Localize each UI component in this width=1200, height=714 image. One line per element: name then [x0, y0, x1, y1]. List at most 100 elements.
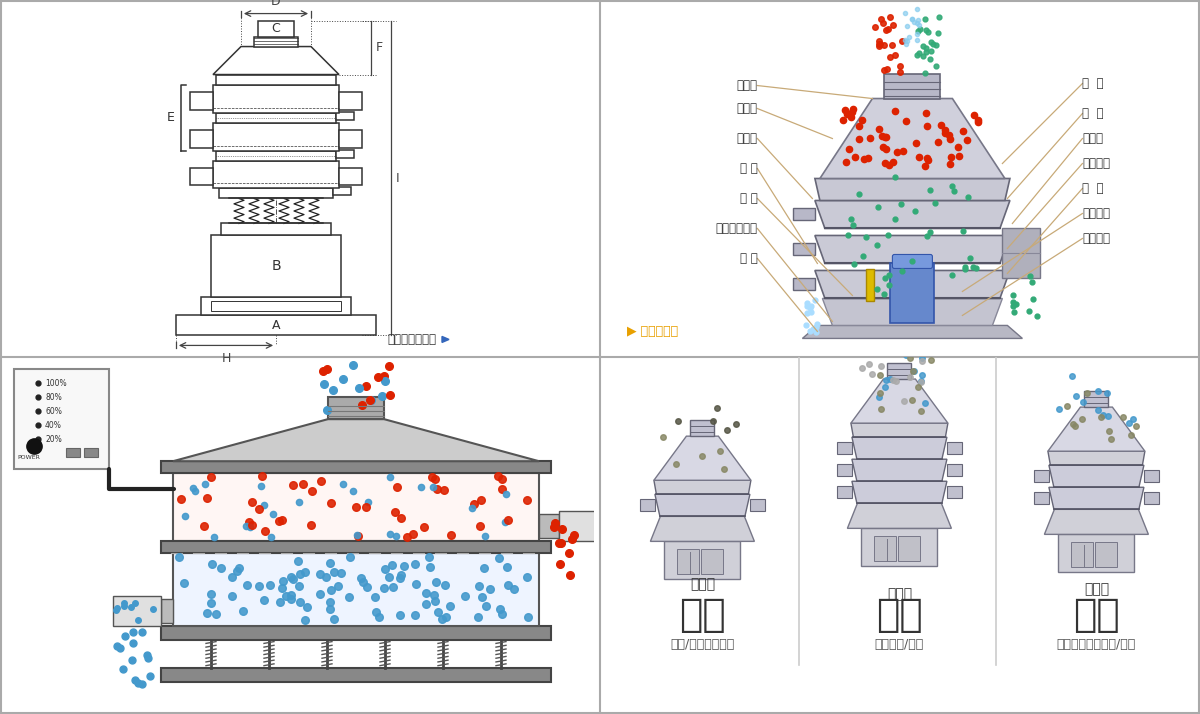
Bar [334, 188, 352, 196]
Bar [665, 541, 740, 580]
Text: 机 座: 机 座 [739, 252, 757, 265]
Bar [884, 74, 941, 99]
Text: 网  架: 网 架 [1082, 107, 1104, 120]
Polygon shape [793, 278, 815, 291]
Bar [1072, 543, 1093, 568]
Bar [539, 514, 559, 538]
Bar [1058, 534, 1134, 573]
Bar [190, 129, 214, 148]
Bar [161, 625, 551, 640]
Text: 去除异物/结块: 去除异物/结块 [875, 638, 924, 651]
Polygon shape [820, 99, 1004, 178]
Polygon shape [803, 326, 1022, 338]
Bar [340, 168, 362, 186]
Text: 40%: 40% [46, 421, 62, 430]
Polygon shape [947, 486, 962, 498]
Bar [1002, 228, 1040, 278]
Bar [14, 369, 109, 469]
Polygon shape [836, 442, 852, 454]
Bar [890, 263, 935, 323]
Bar [214, 161, 340, 188]
Bar [220, 188, 334, 198]
Bar [216, 113, 336, 123]
Polygon shape [654, 481, 751, 494]
Bar [701, 549, 724, 575]
Bar [84, 448, 98, 457]
Polygon shape [836, 464, 852, 476]
Polygon shape [1034, 492, 1049, 504]
Text: 筛  盘: 筛 盘 [1082, 182, 1104, 195]
Polygon shape [1048, 451, 1145, 466]
Bar [211, 301, 341, 311]
Text: H: H [221, 353, 230, 366]
Polygon shape [851, 379, 948, 423]
Bar [216, 151, 336, 161]
Text: 进料口: 进料口 [737, 79, 757, 92]
Bar [336, 111, 354, 119]
Polygon shape [815, 271, 1010, 298]
Bar [190, 168, 214, 186]
Polygon shape [1144, 492, 1159, 504]
Text: F: F [376, 41, 383, 54]
Polygon shape [852, 459, 947, 481]
Polygon shape [822, 298, 1002, 326]
Bar [258, 21, 294, 36]
Polygon shape [793, 208, 815, 221]
Polygon shape [1034, 471, 1049, 482]
Bar [559, 511, 598, 541]
Bar [216, 74, 336, 84]
Polygon shape [655, 494, 750, 516]
Text: 出料口: 出料口 [737, 132, 757, 145]
Text: 60%: 60% [46, 406, 62, 416]
Text: C: C [271, 22, 281, 35]
Text: 束 环: 束 环 [739, 162, 757, 175]
Text: 双层式: 双层式 [1084, 583, 1109, 596]
Bar [161, 461, 551, 473]
Bar [214, 84, 340, 113]
Bar [875, 536, 896, 561]
Polygon shape [1044, 509, 1148, 534]
Bar [328, 397, 384, 419]
Bar [214, 123, 340, 151]
Bar [888, 363, 912, 379]
Bar [161, 598, 173, 623]
Bar [161, 668, 551, 682]
Text: A: A [271, 319, 281, 332]
Bar [1085, 391, 1109, 407]
Polygon shape [847, 503, 952, 528]
Text: 弹 簧: 弹 簧 [739, 192, 757, 205]
Text: 下部重锤: 下部重锤 [1082, 232, 1110, 245]
Text: 过滤: 过滤 [876, 595, 923, 633]
Polygon shape [852, 481, 947, 503]
Polygon shape [1049, 487, 1144, 509]
Bar [340, 91, 362, 109]
Polygon shape [815, 236, 1010, 263]
Bar [340, 129, 362, 148]
Polygon shape [852, 437, 947, 459]
Text: 加重块: 加重块 [1082, 132, 1104, 145]
Text: 除杂: 除杂 [1073, 595, 1120, 633]
Text: B: B [271, 259, 281, 273]
FancyBboxPatch shape [893, 254, 932, 268]
Polygon shape [214, 46, 340, 74]
Text: 单层式: 单层式 [690, 578, 715, 591]
Bar [690, 420, 714, 436]
Bar [202, 298, 352, 316]
Polygon shape [815, 201, 1010, 228]
Text: 防尘盖: 防尘盖 [737, 102, 757, 115]
Polygon shape [173, 419, 539, 461]
Polygon shape [947, 442, 962, 454]
Polygon shape [851, 423, 948, 437]
Polygon shape [947, 464, 962, 476]
Bar [113, 595, 161, 625]
Bar [862, 528, 937, 566]
Bar [866, 269, 875, 301]
Bar [176, 316, 376, 336]
Bar [221, 223, 331, 236]
Bar [161, 541, 551, 553]
Bar [254, 36, 298, 46]
Polygon shape [1048, 407, 1145, 451]
Bar [677, 549, 700, 575]
Text: D: D [271, 0, 281, 8]
Polygon shape [442, 336, 449, 343]
